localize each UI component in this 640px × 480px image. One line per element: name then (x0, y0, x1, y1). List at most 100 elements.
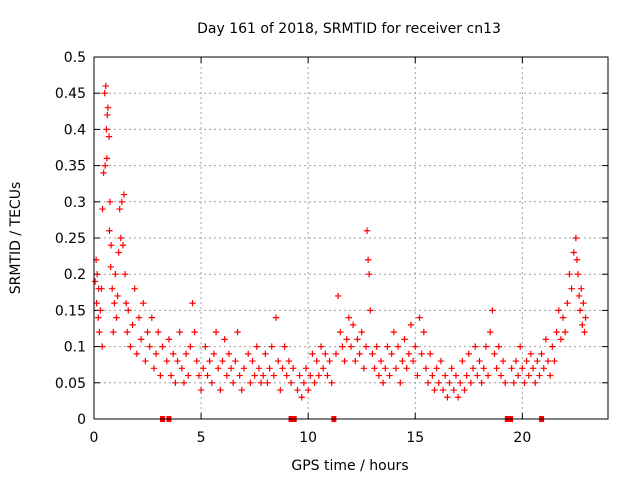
data-point (373, 343, 380, 350)
data-point (195, 372, 203, 379)
data-point (167, 372, 175, 379)
data-point (122, 299, 130, 307)
data-point (107, 242, 115, 249)
data-point (114, 292, 121, 300)
y-tick-label: 0.2 (64, 267, 86, 283)
data-point (345, 314, 353, 321)
data-point (362, 343, 370, 350)
data-point (277, 386, 284, 394)
data-point (576, 307, 584, 314)
data-point (106, 227, 113, 234)
data-point (104, 111, 111, 119)
data-point (178, 365, 186, 372)
plot-frame (93, 56, 609, 420)
data-point (119, 242, 127, 249)
data-point (363, 227, 371, 234)
data-point (349, 321, 357, 329)
data-point (575, 292, 583, 300)
data-point (521, 379, 528, 386)
data-point (317, 343, 325, 350)
data-point (341, 357, 348, 365)
data-point (296, 372, 303, 379)
data-point (529, 365, 537, 372)
data-point (247, 379, 254, 386)
data-point (262, 350, 269, 358)
data-point (105, 133, 113, 140)
data-point (457, 379, 464, 386)
y-tick-label: 0.25 (55, 231, 86, 247)
data-point (369, 350, 376, 358)
data-point (180, 379, 188, 386)
data-point (259, 372, 267, 379)
data-point (140, 299, 147, 307)
data-point (103, 155, 111, 162)
data-point (251, 372, 258, 379)
data-point (467, 379, 475, 386)
data-point (232, 357, 239, 365)
data-point (163, 357, 171, 365)
data-point (334, 292, 342, 300)
data-point (221, 336, 228, 343)
data-point (544, 357, 552, 365)
data-point (465, 350, 472, 358)
data-point (444, 394, 451, 401)
data-point (121, 271, 129, 278)
data-point (531, 379, 539, 386)
data-point (197, 386, 205, 394)
data-point (104, 104, 112, 111)
data-point (431, 386, 438, 394)
data-point (155, 328, 162, 336)
chart-title: Day 161 of 2018, SRMTID for receiver cn1… (197, 21, 501, 37)
data-point (478, 379, 485, 386)
data-point (101, 90, 108, 97)
data-point (580, 299, 587, 307)
data-point (328, 379, 335, 386)
data-point (534, 357, 541, 365)
data-point (170, 350, 177, 358)
data-point (487, 328, 494, 336)
data-point (225, 350, 233, 358)
data-point (403, 365, 410, 372)
data-point (135, 314, 143, 321)
data-point (418, 350, 425, 358)
data-point (472, 343, 479, 350)
data-point (510, 379, 517, 386)
data-point (347, 343, 355, 350)
data-point (322, 350, 329, 358)
data-point (100, 169, 107, 177)
data-point (354, 336, 361, 343)
data-point (230, 379, 237, 386)
data-point (281, 343, 288, 350)
y-axis-label: SRMTID / TECUs (8, 182, 24, 295)
data-point (159, 343, 166, 350)
data-point (377, 357, 385, 365)
data-point (294, 386, 301, 394)
data-point (437, 357, 445, 365)
data-point (555, 307, 562, 314)
data-point (150, 365, 158, 372)
data-point (527, 350, 535, 358)
data-point (536, 372, 543, 379)
data-point (120, 191, 128, 198)
y-tick-label: 0.3 (64, 195, 86, 211)
data-point (352, 357, 359, 365)
data-point (240, 365, 248, 372)
data-point (502, 379, 509, 386)
data-point (125, 307, 132, 314)
data-point (148, 314, 156, 321)
data-point (204, 372, 211, 379)
data-point (96, 328, 103, 336)
data-point (420, 328, 428, 336)
data-point (174, 357, 181, 365)
data-point (429, 372, 436, 379)
data-point (448, 365, 455, 372)
data-point (144, 328, 151, 336)
data-point (356, 350, 363, 358)
data-point (401, 336, 408, 343)
data-point (234, 328, 241, 336)
data-point (581, 328, 588, 336)
data-point (182, 350, 190, 358)
data-point (435, 379, 443, 386)
data-point (107, 263, 114, 271)
